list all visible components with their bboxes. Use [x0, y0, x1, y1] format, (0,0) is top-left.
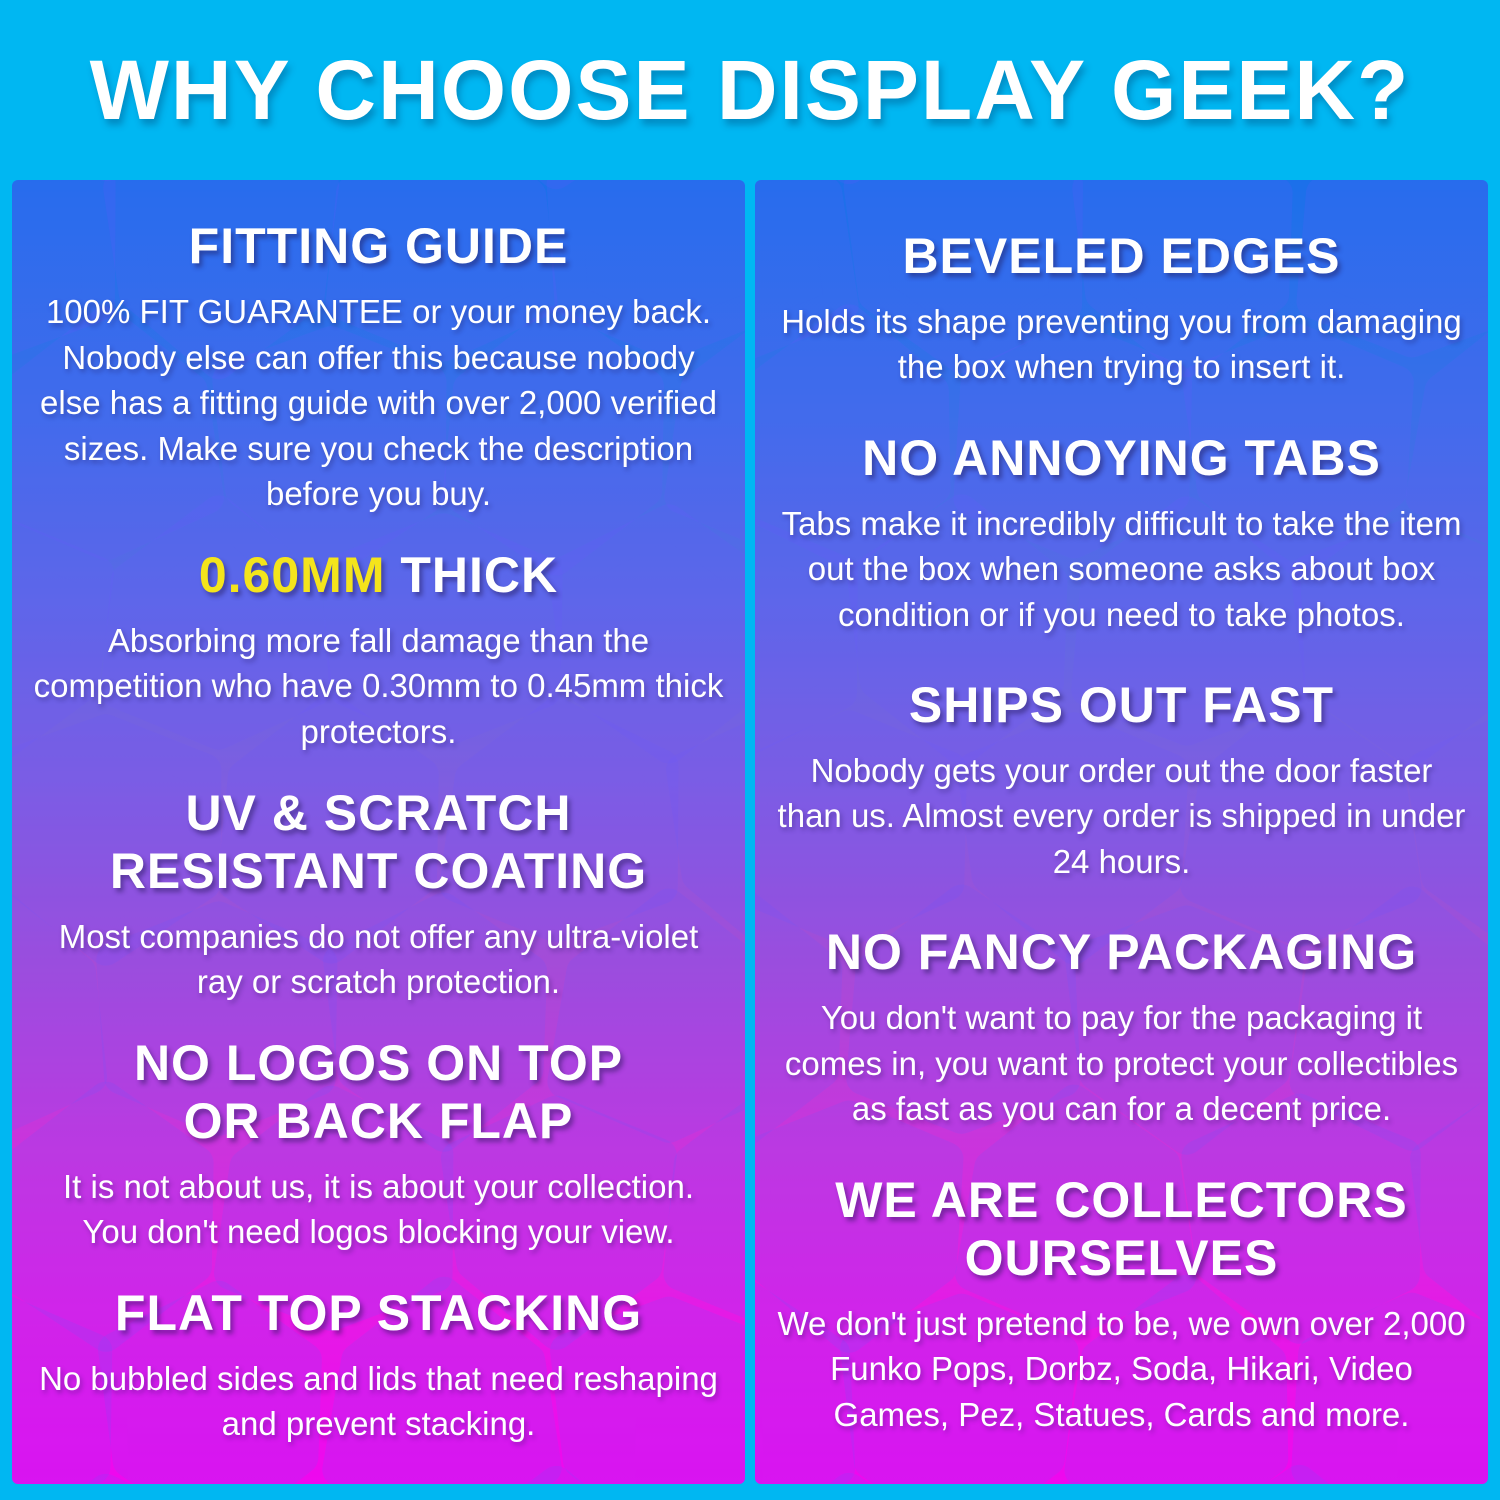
page-title: WHY CHOOSE DISPLAY GEEK?: [89, 42, 1411, 137]
section-title: NO ANNOYING TABS: [862, 429, 1381, 486]
section-body: 100% FIT GUARANTEE or your money back. N…: [40, 293, 717, 513]
section-title: UV & SCRATCH RESISTANT COATING: [109, 784, 648, 899]
section-title: FLAT TOP STACKING: [114, 1284, 643, 1341]
section-no-annoying-tabs: NO ANNOYING TABS Tabs make it incredibly…: [775, 429, 1468, 638]
section-body: We don't just pretend to be, we own over…: [777, 1304, 1466, 1433]
section-flat-top-stacking: FLAT TOP STACKING No bubbled sides and l…: [32, 1284, 725, 1447]
thickness-rest: THICK: [385, 546, 559, 603]
section-no-fancy-packaging: NO FANCY PACKAGING You don't want to pay…: [775, 923, 1468, 1132]
section-uv-scratch-coating: UV & SCRATCH RESISTANT COATING Most comp…: [32, 784, 725, 1005]
header: WHY CHOOSE DISPLAY GEEK?: [0, 0, 1500, 180]
section-title: WE ARE COLLECTORS OURSELVES: [835, 1171, 1408, 1286]
section-title: NO FANCY PACKAGING: [825, 924, 1418, 981]
section-body: It is not about us, it is about your col…: [62, 1167, 694, 1251]
right-panel: BEVELED EDGES Holds its shape preventing…: [755, 180, 1488, 1484]
section-fitting-guide: FITTING GUIDE 100% FIT GUARANTEE or your…: [32, 217, 725, 517]
section-ships-out-fast: SHIPS OUT FAST Nobody gets your order ou…: [775, 676, 1468, 885]
section-no-logos: NO LOGOS ON TOP OR BACK FLAP It is not a…: [32, 1034, 725, 1255]
panels: FITTING GUIDE 100% FIT GUARANTEE or your…: [0, 180, 1500, 1484]
section-title: NO LOGOS ON TOP OR BACK FLAP: [133, 1034, 624, 1149]
section-we-are-collectors: WE ARE COLLECTORS OURSELVES We don't jus…: [775, 1171, 1468, 1438]
section-thickness: 0.60MM THICK Absorbing more fall damage …: [32, 546, 725, 755]
section-body: Tabs make it incredibly difficult to tak…: [781, 504, 1462, 633]
thickness-accent: 0.60MM: [198, 546, 386, 603]
right-panel-sections: BEVELED EDGES Holds its shape preventing…: [755, 180, 1488, 1484]
section-title: SHIPS OUT FAST: [908, 676, 1335, 733]
section-body: Absorbing more fall damage than the comp…: [33, 621, 724, 750]
section-beveled-edges: BEVELED EDGES Holds its shape preventing…: [775, 227, 1468, 390]
section-title: 0.60MM THICK: [32, 546, 725, 604]
section-title: FITTING GUIDE: [188, 218, 569, 275]
section-body: You don't want to pay for the packaging …: [784, 999, 1459, 1128]
section-title: BEVELED EDGES: [902, 227, 1341, 284]
section-body: Nobody gets your order out the door fast…: [777, 751, 1466, 880]
left-panel: FITTING GUIDE 100% FIT GUARANTEE or your…: [12, 180, 745, 1484]
section-body: Holds its shape preventing you from dama…: [781, 302, 1462, 386]
left-panel-sections: FITTING GUIDE 100% FIT GUARANTEE or your…: [12, 180, 745, 1484]
section-body: Most companies do not offer any ultra-vi…: [58, 917, 699, 1001]
section-body: No bubbled sides and lids that need resh…: [39, 1359, 718, 1443]
